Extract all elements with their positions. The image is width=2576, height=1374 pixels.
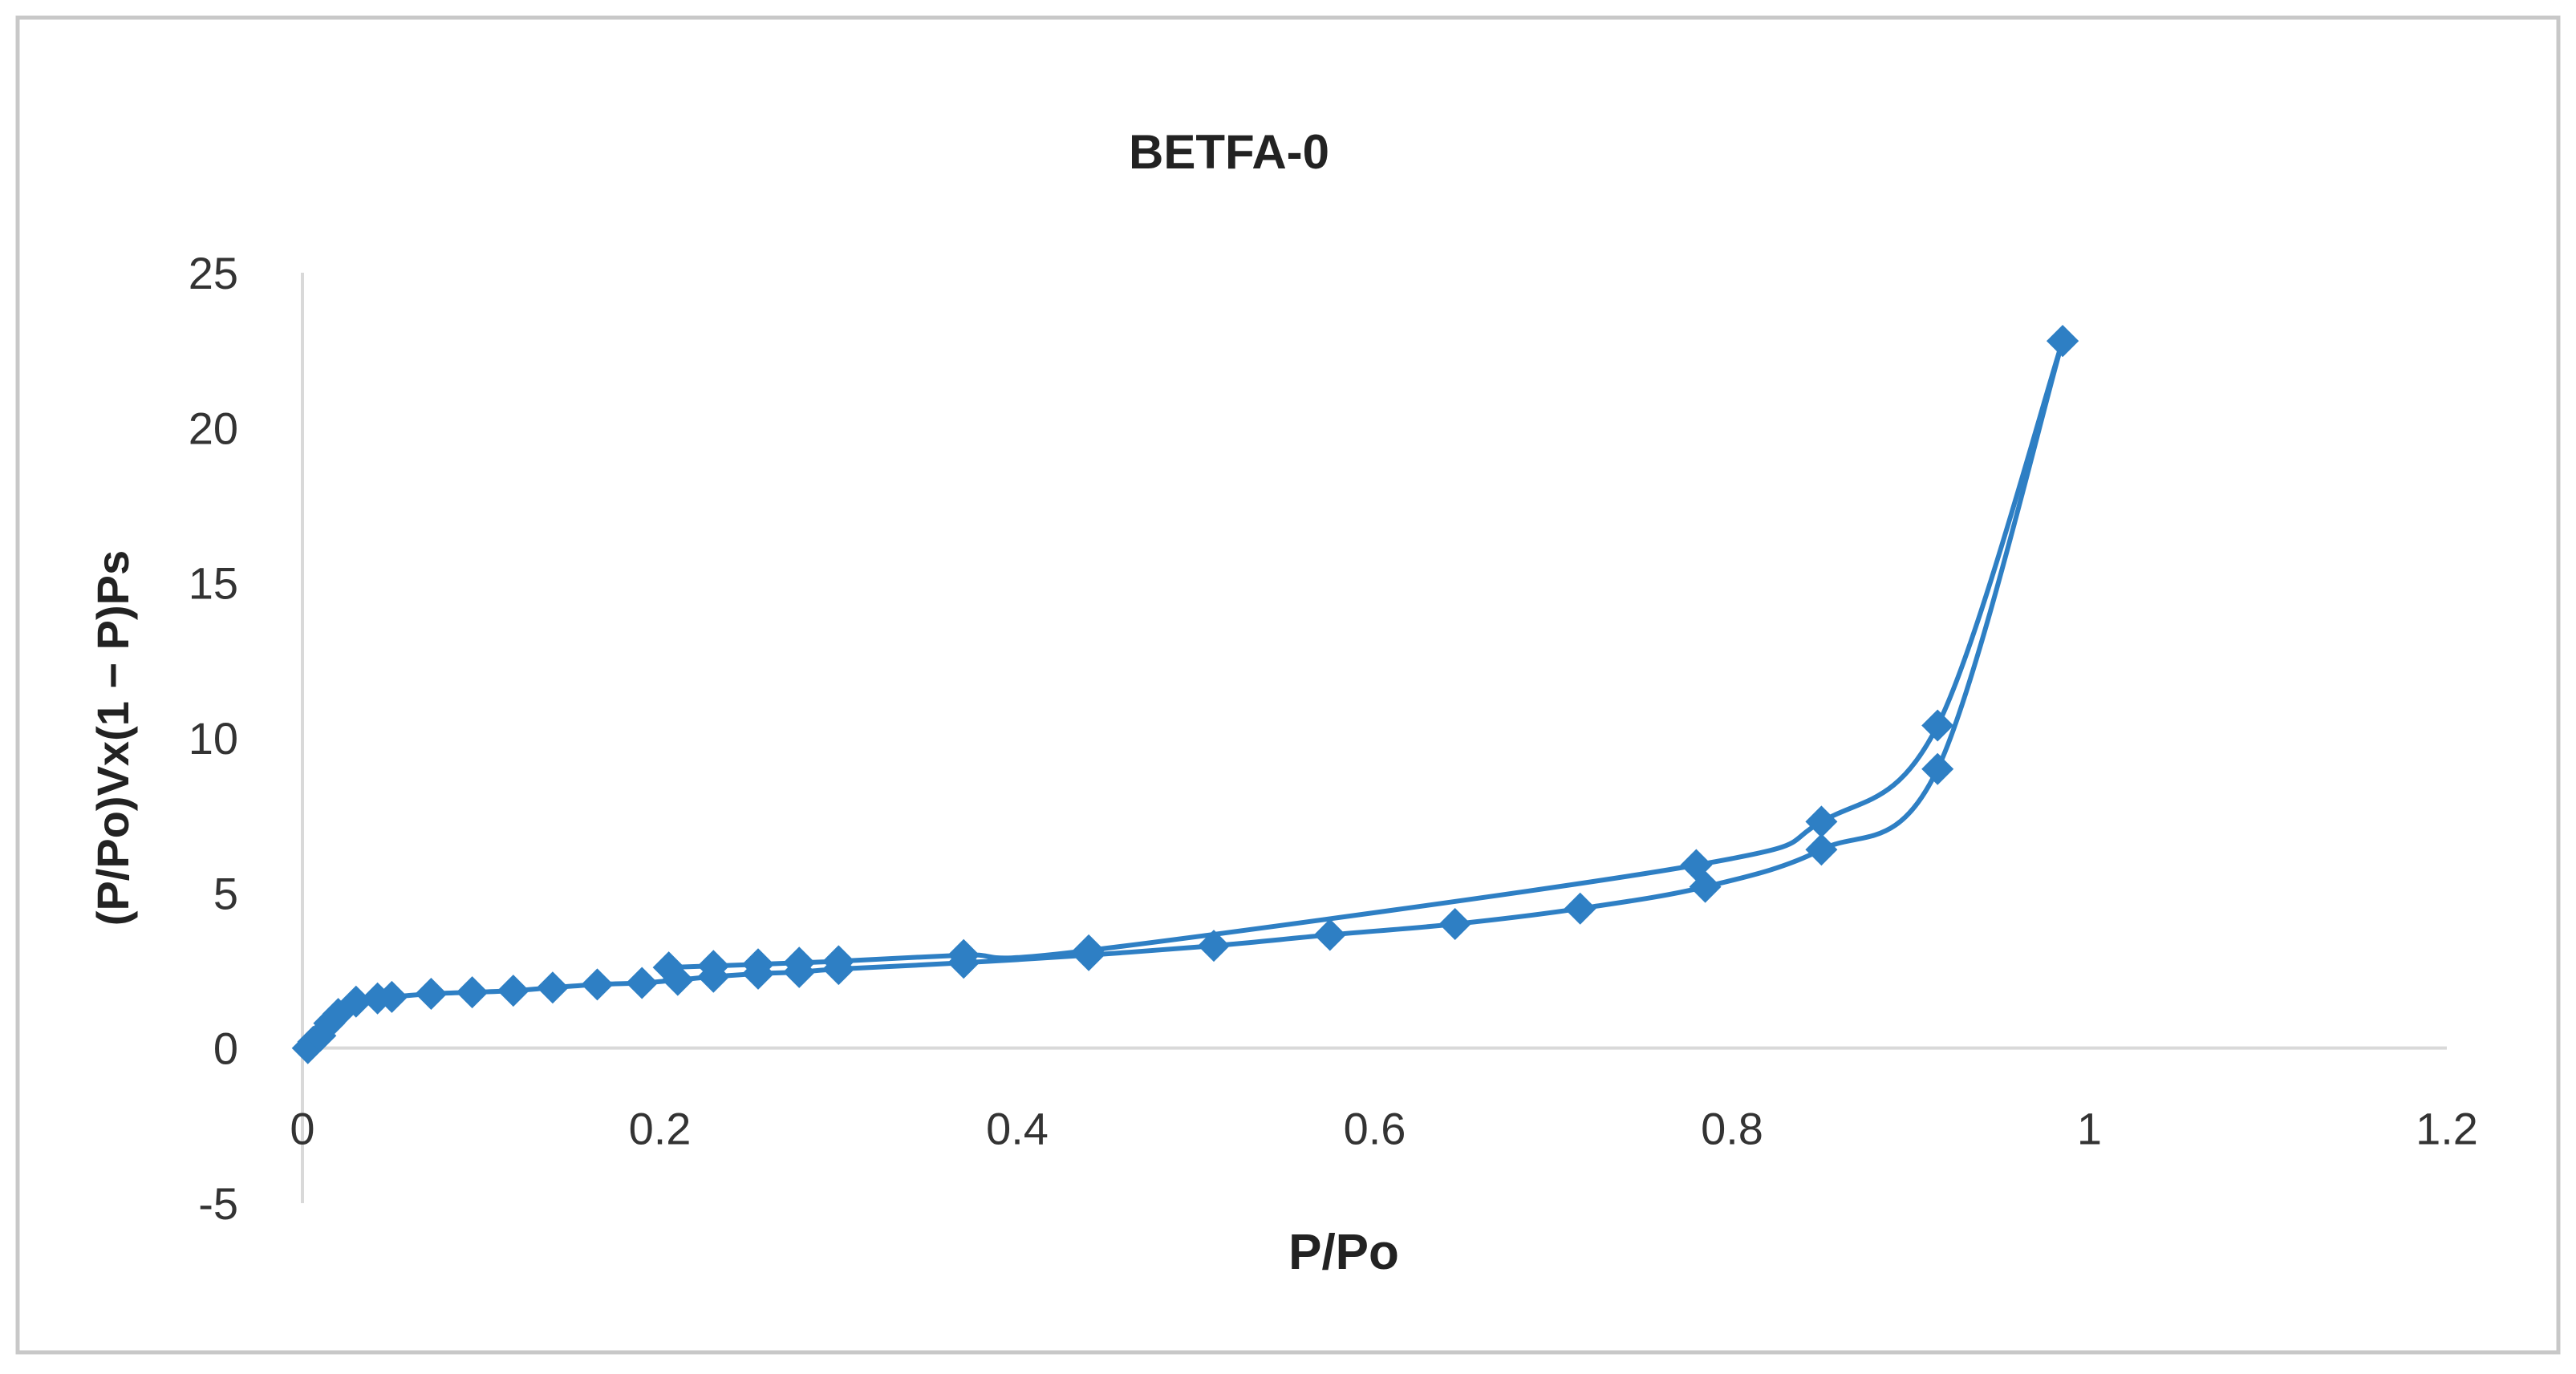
y-axis-label: (P/Po)Vx(1 − P)Ps [87, 550, 138, 926]
data-point-marker [652, 951, 685, 984]
x-tick-label: 0.2 [629, 1104, 692, 1154]
data-point-marker [947, 938, 980, 971]
data-point-marker [375, 980, 408, 1013]
data-point-marker [1921, 709, 1954, 742]
y-tick-label: 10 [189, 713, 238, 764]
data-point-marker [1313, 918, 1346, 951]
data-point-marker [339, 985, 372, 1018]
data-point-marker [1921, 752, 1954, 785]
y-tick-label: 15 [189, 558, 238, 609]
x-tick-labels: 0 0.2 0.4 0.6 0.8 1 1.2 [290, 1104, 2478, 1154]
data-point-marker [626, 967, 659, 999]
chart-border [15, 15, 2561, 1355]
data-point-marker [1438, 908, 1471, 940]
data-point-marker [1805, 833, 1838, 866]
y-tick-label: 0 [213, 1023, 238, 1074]
series-layer [291, 325, 2079, 1064]
x-tick-label: 0 [290, 1104, 314, 1154]
x-tick-label: 0.4 [986, 1104, 1049, 1154]
x-tick-label: 1.2 [2416, 1104, 2478, 1154]
x-tick-label: 0.6 [1344, 1104, 1406, 1154]
data-point-marker [2047, 325, 2079, 358]
y-tick-label: 5 [213, 868, 238, 918]
data-point-marker [456, 976, 489, 1009]
data-point-marker [742, 948, 774, 981]
data-point-marker [581, 968, 614, 1001]
y-tick-label: 25 [189, 248, 238, 298]
y-tick-label: -5 [198, 1178, 238, 1229]
x-tick-label: 1 [2077, 1104, 2102, 1154]
x-axis-label: P/Po [1288, 1225, 1399, 1280]
data-point-marker [783, 946, 816, 979]
data-point-marker [415, 978, 448, 1010]
y-tick-label: 20 [189, 403, 238, 453]
data-point-marker [822, 945, 855, 978]
data-point-marker [536, 971, 569, 1004]
data-point-marker [697, 950, 730, 983]
data-point-marker [1564, 892, 1596, 925]
data-point-marker [1680, 849, 1713, 882]
y-tick-labels: -5 0 5 10 15 20 25 [189, 248, 238, 1229]
chart-title: BETFA-0 [1129, 125, 1329, 179]
data-point-marker [1073, 934, 1105, 967]
data-point-marker [1805, 805, 1838, 838]
data-point-marker [497, 975, 529, 1007]
x-tick-label: 0.8 [1701, 1104, 1763, 1154]
series-desorption [652, 325, 2079, 984]
